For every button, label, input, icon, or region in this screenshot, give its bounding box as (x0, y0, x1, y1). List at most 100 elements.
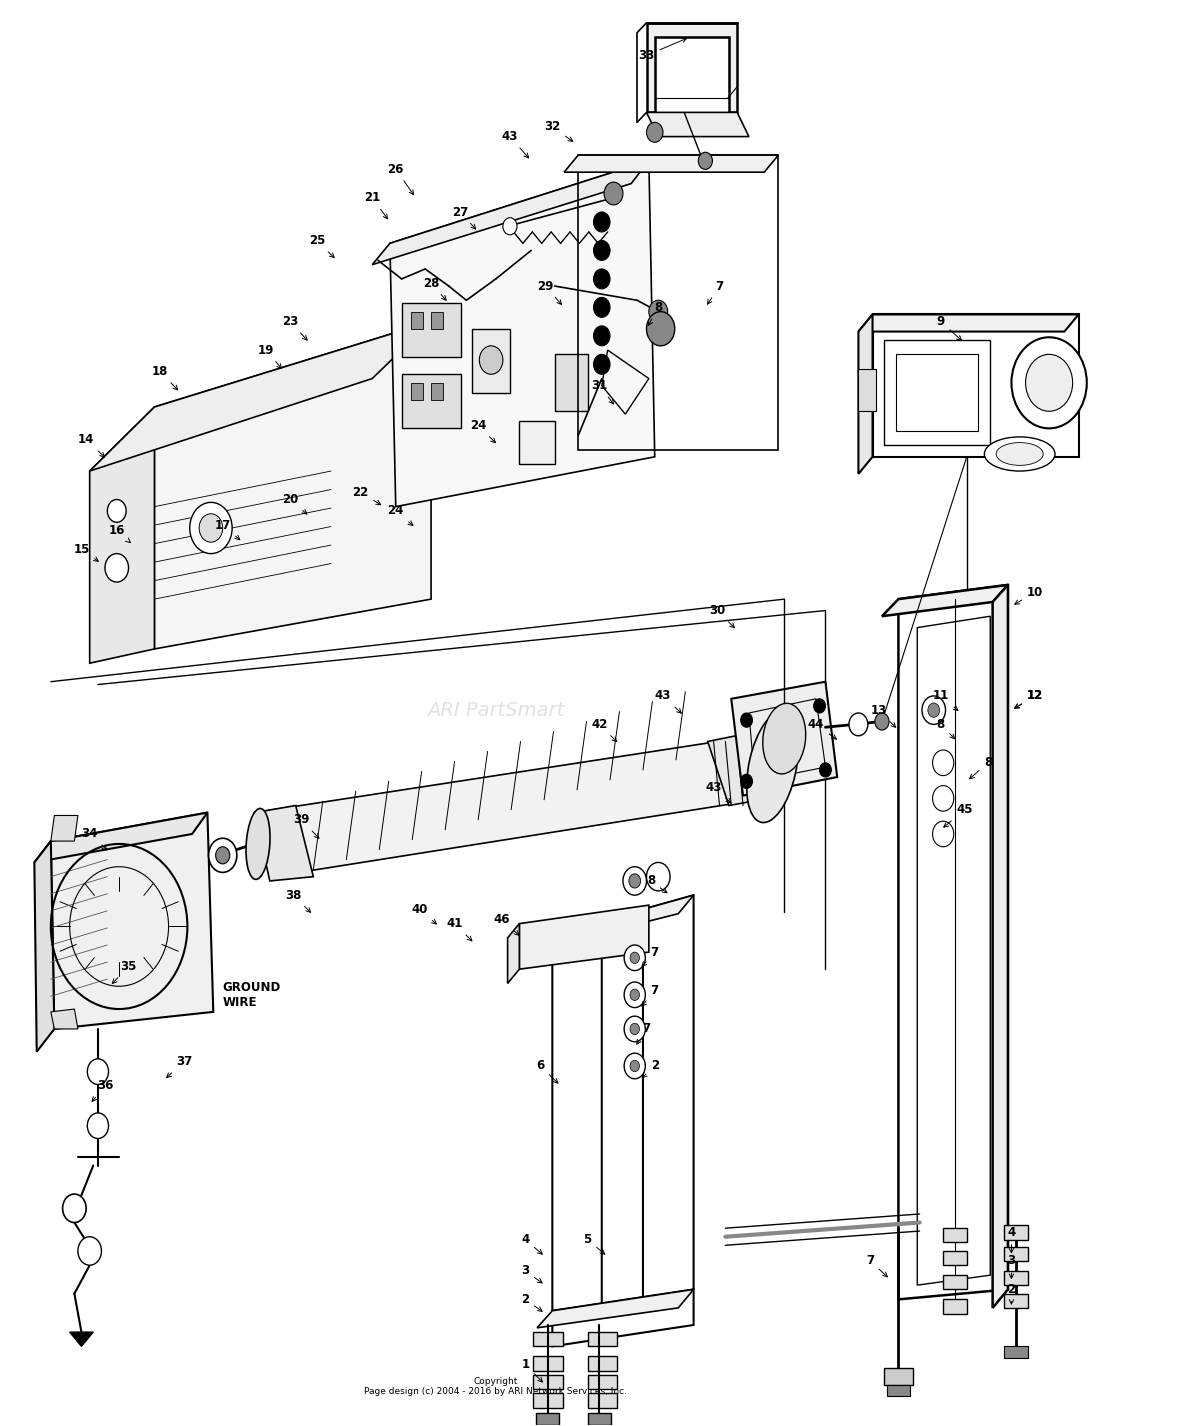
Bar (943, 1299, 966, 1313)
Circle shape (1011, 338, 1087, 428)
Polygon shape (255, 806, 314, 881)
Text: 12: 12 (1015, 689, 1043, 709)
Text: 6: 6 (537, 1060, 558, 1084)
Bar (1004, 1271, 1028, 1285)
Polygon shape (552, 1289, 694, 1346)
Circle shape (624, 945, 645, 971)
Text: 4: 4 (1008, 1226, 1016, 1253)
Circle shape (594, 298, 610, 318)
Text: 7: 7 (642, 945, 658, 967)
Text: 43: 43 (502, 130, 529, 158)
Circle shape (647, 312, 675, 347)
Text: 46: 46 (493, 913, 519, 935)
Polygon shape (90, 406, 155, 663)
Circle shape (594, 327, 610, 347)
Circle shape (848, 713, 867, 736)
Circle shape (624, 1017, 645, 1042)
Text: 34: 34 (81, 827, 107, 850)
Bar (555, 354, 588, 411)
Circle shape (647, 123, 663, 143)
Text: 45: 45 (944, 803, 972, 827)
Polygon shape (643, 896, 694, 1303)
Text: 44: 44 (808, 717, 837, 739)
Text: 12: 12 (1015, 689, 1043, 709)
Text: 13: 13 (871, 703, 896, 727)
Text: 38: 38 (286, 888, 310, 913)
Text: 22: 22 (353, 486, 381, 505)
Text: 20: 20 (282, 493, 307, 515)
Text: 14: 14 (78, 434, 105, 456)
Circle shape (647, 863, 670, 891)
Circle shape (479, 347, 503, 374)
Polygon shape (70, 1332, 93, 1346)
Text: 15: 15 (73, 543, 98, 562)
Bar (588, 1332, 617, 1346)
Bar (858, 368, 876, 411)
Text: 7: 7 (708, 279, 723, 304)
Text: 25: 25 (309, 234, 334, 258)
Polygon shape (992, 585, 1008, 1308)
Text: 32: 32 (544, 120, 572, 141)
Text: 8: 8 (937, 717, 955, 739)
Bar (533, 1356, 563, 1370)
Circle shape (932, 786, 953, 811)
Text: 16: 16 (109, 525, 130, 542)
Circle shape (594, 270, 610, 289)
Text: 4: 4 (522, 1233, 543, 1253)
Text: 9: 9 (937, 315, 962, 341)
Text: 36: 36 (92, 1079, 113, 1101)
Polygon shape (858, 315, 1079, 332)
Polygon shape (537, 915, 602, 948)
Bar (411, 312, 422, 329)
Text: 7: 7 (637, 1022, 650, 1044)
Ellipse shape (996, 442, 1043, 465)
Circle shape (63, 1194, 86, 1222)
Circle shape (503, 218, 517, 235)
Polygon shape (255, 734, 785, 877)
Circle shape (927, 703, 939, 717)
Text: 43: 43 (655, 689, 681, 713)
Text: 3: 3 (522, 1265, 542, 1283)
Circle shape (209, 838, 237, 873)
Text: 8: 8 (970, 756, 992, 779)
Text: 29: 29 (537, 279, 562, 305)
Text: Copyright
Page design (c) 2004 - 2016 by ARI Network Services, Inc.: Copyright Page design (c) 2004 - 2016 by… (365, 1376, 628, 1396)
Polygon shape (34, 841, 54, 1052)
Polygon shape (155, 322, 431, 649)
Circle shape (594, 354, 610, 374)
Polygon shape (519, 906, 649, 970)
Circle shape (216, 847, 230, 864)
Text: 28: 28 (422, 277, 446, 301)
Polygon shape (708, 730, 785, 806)
Circle shape (594, 212, 610, 232)
Bar (1004, 1246, 1028, 1261)
Bar (943, 1251, 966, 1265)
Bar (943, 1228, 966, 1242)
Text: 23: 23 (282, 315, 307, 341)
Circle shape (624, 983, 645, 1008)
Polygon shape (647, 113, 749, 137)
Circle shape (107, 499, 126, 522)
Circle shape (1025, 354, 1073, 411)
Circle shape (932, 750, 953, 776)
Bar (519, 421, 555, 463)
Circle shape (199, 513, 223, 542)
Circle shape (874, 713, 889, 730)
Circle shape (594, 241, 610, 261)
Circle shape (922, 696, 945, 724)
Text: 40: 40 (411, 903, 437, 924)
Text: 18: 18 (152, 365, 178, 389)
Text: 8: 8 (647, 874, 667, 893)
Circle shape (87, 1112, 109, 1138)
Bar (472, 329, 510, 392)
Text: 24: 24 (387, 505, 413, 525)
Bar (588, 1375, 617, 1389)
Circle shape (820, 763, 832, 777)
Bar (886, 1385, 910, 1396)
Circle shape (699, 153, 713, 170)
Ellipse shape (245, 809, 270, 880)
Text: 11: 11 (932, 689, 958, 710)
Polygon shape (51, 816, 78, 841)
Text: 35: 35 (112, 960, 137, 984)
Circle shape (630, 1024, 640, 1035)
